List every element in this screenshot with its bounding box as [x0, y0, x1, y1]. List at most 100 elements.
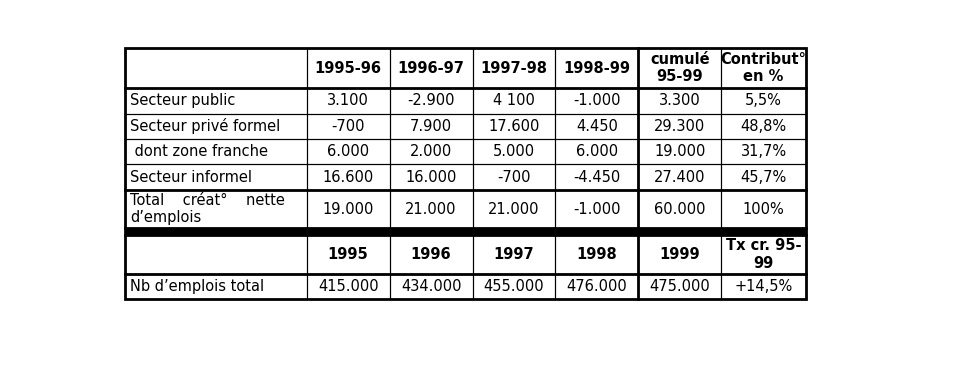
Bar [472, 139, 555, 164]
Bar [472, 164, 555, 190]
Text: 21.000: 21.000 [404, 202, 456, 217]
Bar [389, 164, 472, 190]
Text: 3.100: 3.100 [327, 94, 368, 108]
Text: +14,5%: +14,5% [734, 279, 792, 294]
Text: -1.000: -1.000 [573, 202, 620, 217]
Bar [555, 190, 638, 228]
Bar [125, 228, 805, 235]
Bar [555, 274, 638, 299]
Bar [307, 114, 389, 139]
Text: Secteur privé formel: Secteur privé formel [130, 118, 279, 134]
Bar [638, 190, 721, 228]
Bar [125, 235, 307, 274]
Text: 100%: 100% [742, 202, 784, 217]
Text: 4 100: 4 100 [492, 94, 534, 108]
Text: Secteur public: Secteur public [130, 94, 235, 108]
Bar [555, 139, 638, 164]
Bar [389, 48, 472, 88]
Bar [721, 114, 805, 139]
Bar [555, 164, 638, 190]
Text: 476.000: 476.000 [566, 279, 626, 294]
Text: 1996-97: 1996-97 [398, 61, 464, 76]
Text: -700: -700 [496, 170, 531, 185]
Text: dont zone franche: dont zone franche [130, 144, 268, 159]
Bar [307, 48, 389, 88]
Text: 1997: 1997 [493, 247, 533, 262]
Bar [389, 114, 472, 139]
Bar [472, 235, 555, 274]
Bar [125, 48, 307, 88]
Text: -1.000: -1.000 [573, 94, 620, 108]
Bar [472, 88, 555, 114]
Bar [307, 88, 389, 114]
Bar [472, 190, 555, 228]
Bar [472, 274, 555, 299]
Text: 6.000: 6.000 [326, 144, 369, 159]
Text: -2.900: -2.900 [407, 94, 454, 108]
Text: 19.000: 19.000 [654, 144, 704, 159]
Bar [125, 139, 307, 164]
Bar [638, 88, 721, 114]
Bar [555, 235, 638, 274]
Bar [721, 48, 805, 88]
Text: 16.600: 16.600 [322, 170, 373, 185]
Text: 1998-99: 1998-99 [563, 61, 630, 76]
Text: 60.000: 60.000 [654, 202, 704, 217]
Text: 1997-98: 1997-98 [480, 61, 547, 76]
Text: -700: -700 [331, 119, 364, 134]
Bar [389, 235, 472, 274]
Bar [638, 48, 721, 88]
Bar [307, 139, 389, 164]
Text: 434.000: 434.000 [401, 279, 461, 294]
Bar [555, 114, 638, 139]
Bar [307, 274, 389, 299]
Bar [638, 114, 721, 139]
Bar [721, 235, 805, 274]
Bar [721, 88, 805, 114]
Text: 5.000: 5.000 [492, 144, 534, 159]
Text: 455.000: 455.000 [484, 279, 544, 294]
Bar [638, 235, 721, 274]
Bar [638, 164, 721, 190]
Text: 31,7%: 31,7% [740, 144, 786, 159]
Text: 2.000: 2.000 [409, 144, 451, 159]
Bar [307, 235, 389, 274]
Text: 7.900: 7.900 [409, 119, 451, 134]
Bar [125, 190, 307, 228]
Bar [307, 164, 389, 190]
Text: 1999: 1999 [658, 247, 700, 262]
Bar [307, 190, 389, 228]
Bar [125, 164, 307, 190]
Bar [721, 164, 805, 190]
Text: 27.400: 27.400 [654, 170, 704, 185]
Text: 1995: 1995 [327, 247, 368, 262]
Text: 16.000: 16.000 [405, 170, 456, 185]
Text: Contribut°
en %: Contribut° en % [720, 52, 806, 85]
Text: 6.000: 6.000 [575, 144, 617, 159]
Bar [555, 48, 638, 88]
Text: 5,5%: 5,5% [744, 94, 782, 108]
Bar [721, 139, 805, 164]
Bar [125, 274, 307, 299]
Text: 29.300: 29.300 [654, 119, 704, 134]
Bar [638, 139, 721, 164]
Bar [555, 88, 638, 114]
Bar [125, 88, 307, 114]
Text: Tx cr. 95-
99: Tx cr. 95- 99 [725, 238, 800, 271]
Bar [389, 274, 472, 299]
Text: 45,7%: 45,7% [740, 170, 786, 185]
Bar [389, 88, 472, 114]
Bar [721, 274, 805, 299]
Bar [472, 48, 555, 88]
Text: Nb d’emplois total: Nb d’emplois total [130, 279, 264, 294]
Text: cumulé
95-99: cumulé 95-99 [650, 52, 709, 85]
Text: Total    créat°    nette
d’emplois: Total créat° nette d’emplois [130, 193, 284, 225]
Text: 475.000: 475.000 [649, 279, 709, 294]
Text: 17.600: 17.600 [488, 119, 539, 134]
Text: 48,8%: 48,8% [740, 119, 786, 134]
Text: 1996: 1996 [410, 247, 451, 262]
Bar [721, 190, 805, 228]
Text: 4.450: 4.450 [575, 119, 617, 134]
Text: 1995-96: 1995-96 [315, 61, 381, 76]
Text: 1998: 1998 [576, 247, 616, 262]
